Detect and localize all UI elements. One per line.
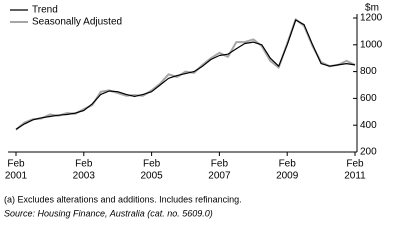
y-tick-label: 800 <box>360 66 377 77</box>
series-line <box>15 19 356 130</box>
y-tick-label: 1200 <box>360 13 383 24</box>
legend-label: Trend <box>32 5 58 16</box>
x-tick-label: 2009 <box>276 171 299 182</box>
x-tick-label: Feb <box>75 159 93 170</box>
y-tick-label: 600 <box>360 93 377 104</box>
chart: $m (a) Excludes alterations and addition… <box>4 3 383 219</box>
x-tick-label: Feb <box>143 159 161 170</box>
x-tick-label: Feb <box>346 159 364 170</box>
y-tick-label: 1000 <box>360 39 383 50</box>
x-tick-label: 2003 <box>73 171 96 182</box>
y-tick-label: 400 <box>360 120 377 131</box>
x-tick-label: Feb <box>279 159 297 170</box>
x-tick-label: 2001 <box>5 171 28 182</box>
x-tick-label: Feb <box>211 159 229 170</box>
x-tick-label: 2011 <box>344 171 366 182</box>
legend-label: Seasonally Adjusted <box>32 17 122 28</box>
source: Source: Housing Finance, Australia (cat.… <box>4 208 213 218</box>
y-tick-label: 200 <box>360 147 377 158</box>
x-tick-label: 2005 <box>140 171 163 182</box>
x-tick-label: 2007 <box>208 171 231 182</box>
y-axis-label: $m <box>365 3 379 14</box>
x-tick-label: Feb <box>7 159 25 170</box>
footnote: (a) Excludes alterations and additions. … <box>4 194 242 204</box>
series-line <box>15 18 356 131</box>
